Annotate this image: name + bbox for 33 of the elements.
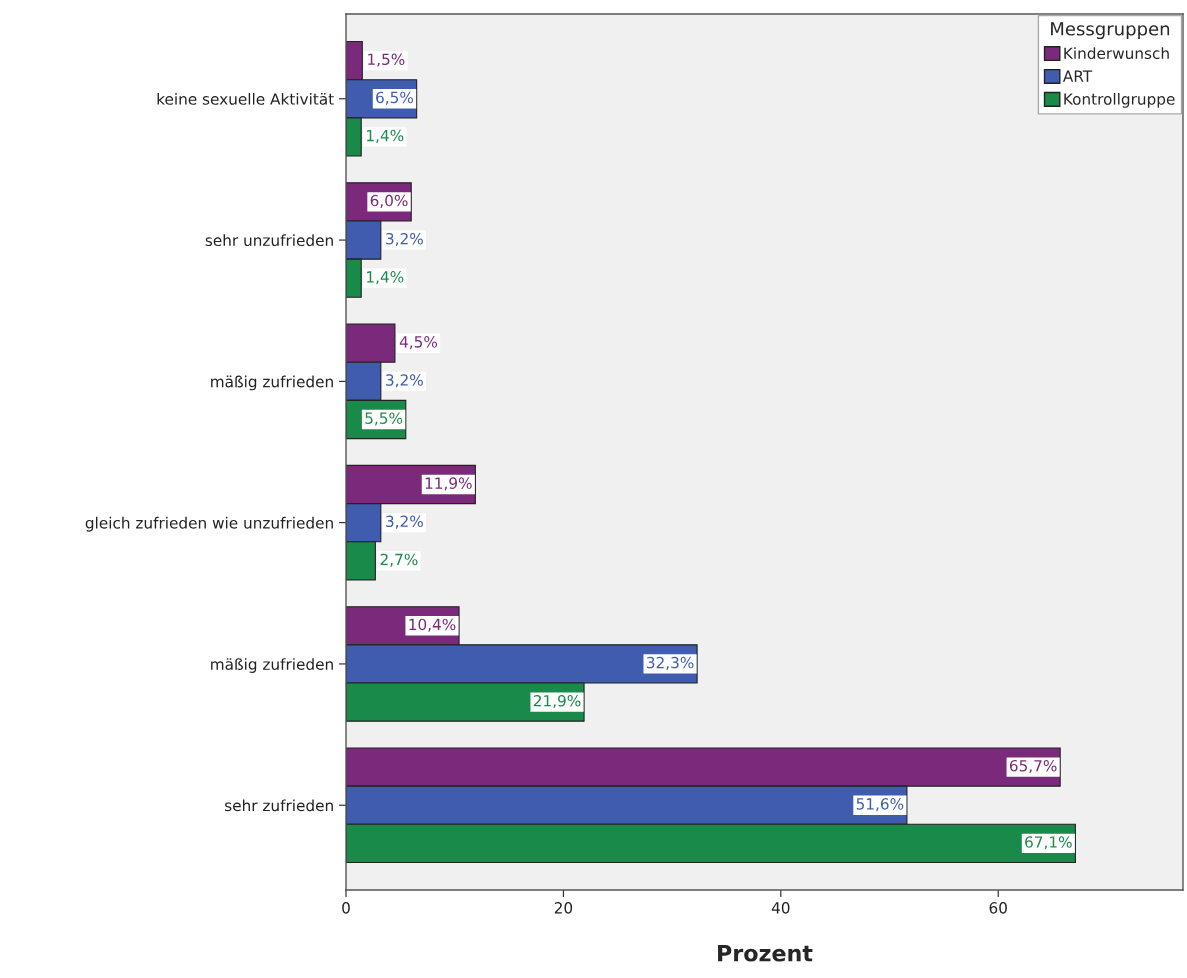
data-label: 11,9% [425,477,472,491]
data-label: 6,0% [370,194,408,208]
legend-label: Kinderwunsch [1064,47,1169,60]
data-label: 65,7% [1009,759,1057,774]
data-label: 1,5% [368,53,405,67]
y-tick-label: sehr zufrieden [225,799,333,812]
data-label: 2,7% [380,553,418,567]
y-tick-label: gleich zufrieden wie unzufrieden [85,516,333,532]
x-axis-title: Prozent [718,945,813,962]
data-label: 3,2% [386,515,423,529]
data-label: 21,9% [533,694,581,709]
data-label: 67,1% [1025,836,1072,850]
legend-label: ART [1062,70,1093,82]
data-label: 51,6% [856,798,904,812]
data-label: 6,5% [376,91,414,105]
data-label: 1,4% [367,129,404,143]
data-label: 32,3% [646,656,694,670]
y-tick-label: sehr unzufrieden [205,234,333,247]
y-tick-label: keine sexuelle Aktivität [157,92,334,105]
x-tick-label: 0 [342,902,350,914]
y-tick-label: mäßig zufrieden [211,658,333,673]
data-label: 10,4% [409,618,456,632]
data-label: 3,2% [386,232,423,247]
legend-label: Kontrollgruppe [1064,92,1175,108]
data-label: 4,5% [399,336,438,350]
data-label: 5,5% [365,412,403,426]
data-label: 3,2% [386,374,423,388]
x-tick-label: 60 [989,902,1007,914]
legend-title: Messgruppen [1051,22,1170,40]
x-tick-label: 20 [554,902,573,914]
x-tick-label: 40 [771,902,790,914]
y-tick-label: mäßig zufrieden [211,375,333,391]
data-label: 1,4% [367,271,404,285]
